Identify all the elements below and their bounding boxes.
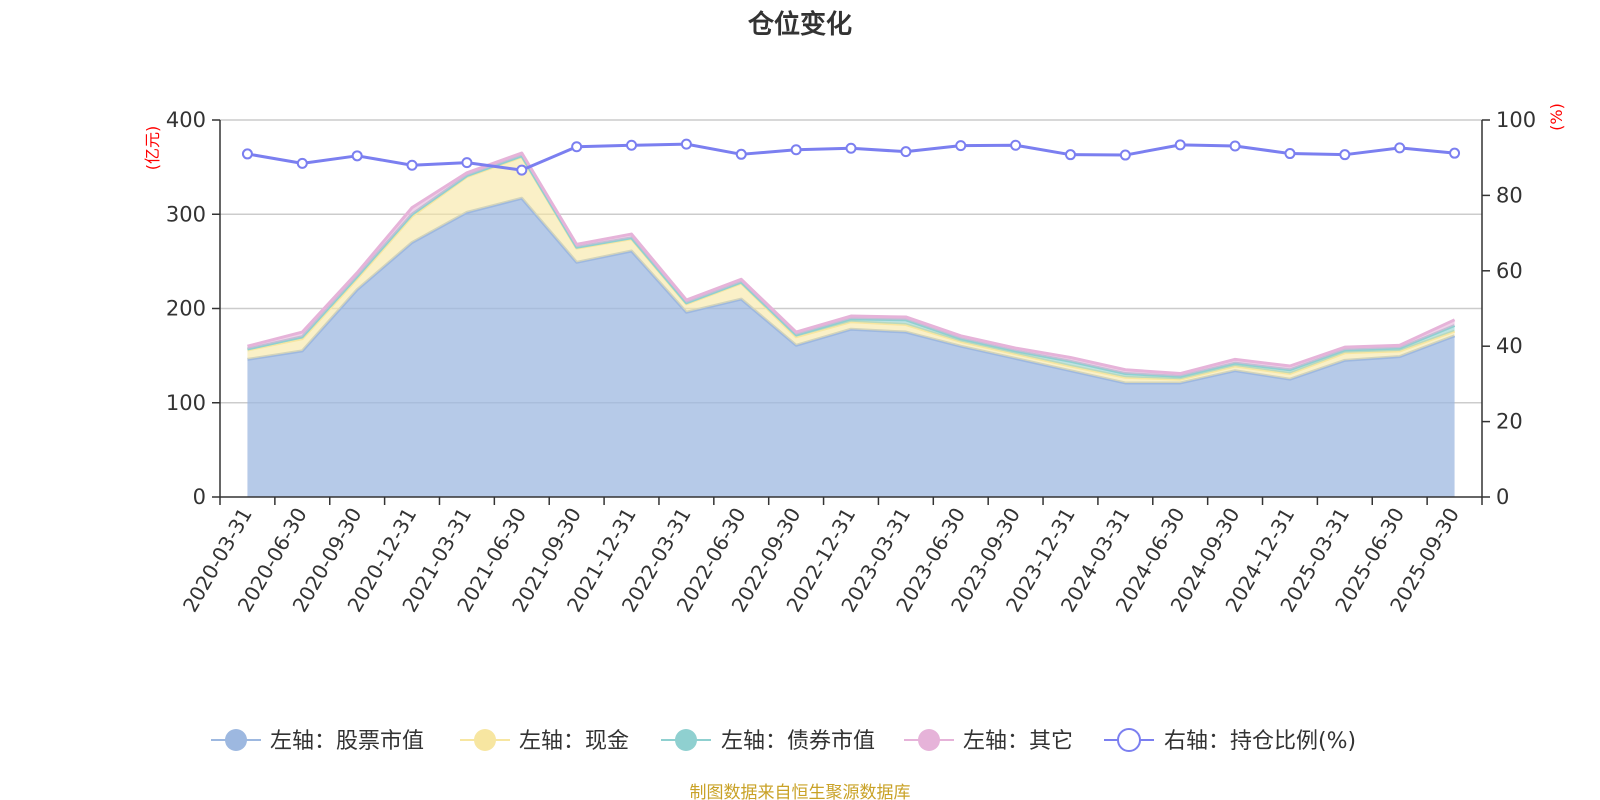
stacked-areas [247,151,1456,498]
right-axis-tick-label: 0 [1496,485,1509,509]
legend-label-1: 左轴：现金 [519,729,629,754]
right-axis-tick-label: 40 [1496,334,1523,358]
ratio-point [1339,149,1351,161]
ratio-point [296,157,308,169]
left-axis-tick-label: 100 [166,391,206,415]
ratio-point [790,144,802,156]
ratio-point [845,142,857,154]
area-series-2 [247,155,1455,380]
ratio-point [1119,149,1131,161]
right-axis-unit: (%) [1547,103,1566,131]
ratio-point [516,164,528,176]
ratio-point [461,157,473,169]
ratio-point [1229,140,1241,152]
legend-label-4: 右轴：持仓比例(%) [1164,729,1356,754]
data-source-note: 制图数据来自恒生聚源数据库 [690,783,911,800]
ratio-point [1064,149,1076,161]
legend-label-2: 左轴：债券市值 [721,729,875,754]
ratio-point [626,139,638,151]
left-axis-tick-label: 300 [166,202,206,226]
ratio-point [1010,139,1022,151]
legend-label-0: 左轴：股票市值 [270,729,424,754]
legend-marker-1 [474,729,496,751]
chart-title: 仓位变化 [747,9,852,40]
left-axis-unit: (亿元) [143,126,162,171]
right-axis-tick-label: 80 [1496,183,1523,207]
ratio-point [735,148,747,160]
ratio-point [1174,139,1186,151]
left-axis-tick-label: 200 [166,297,206,321]
area-series-0 [247,198,1455,498]
ratio-point [241,148,253,160]
ratio-point [1449,147,1461,159]
ratio-point [955,140,967,152]
left-axis-tick-label: 400 [166,108,206,132]
legend-marker-2 [675,729,697,751]
area-series-1 [247,156,1455,383]
right-axis-tick-label: 60 [1496,259,1523,283]
legend-label-3: 左轴：其它 [963,729,1073,754]
ratio-point [571,141,583,153]
ratio-point [351,150,363,162]
position-ratio-series [241,138,1461,176]
legend-marker-3 [918,729,940,751]
legend-marker-0 [225,729,247,751]
ratio-point [1284,148,1296,160]
legend-marker-4 [1117,728,1141,752]
ratio-point [1394,142,1406,154]
ratio-point [680,138,692,150]
right-axis-tick-label: 100 [1496,108,1536,132]
ratio-point [900,146,912,158]
area-series-edge-3 [247,151,1456,376]
left-axis-tick-label: 0 [193,485,206,509]
legend: 左轴：股票市值 左轴：现金 左轴：债券市值 左轴：其它 右轴：持仓比例(%) [211,728,1356,754]
ratio-point [406,159,418,171]
right-axis-tick-label: 20 [1496,410,1523,434]
